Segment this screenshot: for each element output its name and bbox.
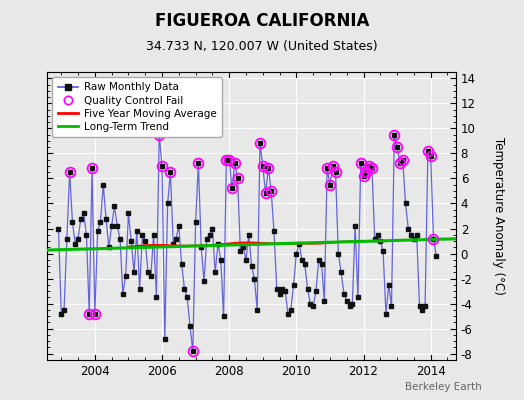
Text: FIGUEROA CALIFORNIA: FIGUEROA CALIFORNIA xyxy=(155,12,369,30)
Text: 34.733 N, 120.007 W (United States): 34.733 N, 120.007 W (United States) xyxy=(146,40,378,53)
Text: Berkeley Earth: Berkeley Earth xyxy=(406,382,482,392)
Y-axis label: Temperature Anomaly (°C): Temperature Anomaly (°C) xyxy=(493,137,506,295)
Legend: Raw Monthly Data, Quality Control Fail, Five Year Moving Average, Long-Term Tren: Raw Monthly Data, Quality Control Fail, … xyxy=(52,77,222,137)
